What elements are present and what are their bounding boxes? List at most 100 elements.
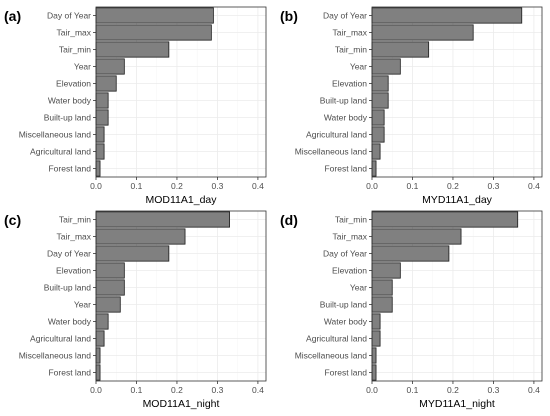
category-label: Built-up land — [44, 283, 92, 293]
category-label: Year — [350, 283, 367, 293]
category-label: Elevation — [332, 266, 367, 276]
category-label: Forest land — [324, 368, 367, 378]
plot-frame — [371, 210, 543, 382]
bar — [95, 262, 125, 279]
x-tick-label: 0.3 — [488, 181, 500, 191]
category-label: Tair_min — [59, 45, 91, 55]
bar — [95, 58, 125, 75]
panel-d: (d) 0.0 0.1 0.2 0.3 0.4 Tair_min Tair_max Day of… — [280, 210, 543, 410]
x-tick-label: 0.1 — [407, 385, 419, 395]
category-label: Agricultural land — [30, 334, 91, 344]
panel-letter: (c) — [4, 212, 21, 228]
x-tick-label: 0.4 — [252, 181, 264, 191]
bar — [371, 160, 377, 177]
category-label: Water body — [48, 96, 92, 106]
x-tick-label: 0.3 — [212, 385, 224, 395]
category-label: Day of Year — [47, 11, 91, 21]
x-tick-label: 0.3 — [212, 181, 224, 191]
x-tick-label: 0.2 — [447, 385, 459, 395]
category-label: Tair_min — [335, 45, 367, 55]
bar — [95, 313, 109, 330]
bar — [371, 24, 474, 41]
category-label: Forest land — [324, 164, 367, 174]
bar — [371, 75, 389, 92]
plot-frame — [95, 210, 267, 382]
bar — [371, 228, 462, 245]
bar — [371, 330, 381, 347]
bar — [371, 126, 385, 143]
category-label: Built-up land — [44, 113, 92, 123]
category-label: Day of Year — [47, 249, 91, 259]
x-tick-label: 0.0 — [90, 385, 102, 395]
category-label: Water body — [324, 113, 368, 123]
bar — [371, 211, 519, 228]
category-label: Elevation — [332, 79, 367, 89]
panel-letter: (d) — [280, 212, 298, 228]
panel-letter: (b) — [280, 8, 298, 24]
bar — [95, 24, 212, 41]
x-tick-label: 0.0 — [366, 181, 378, 191]
x-tick-label: 0.3 — [488, 385, 500, 395]
bar — [371, 296, 393, 313]
x-tick-label: 0.1 — [131, 181, 143, 191]
bar — [95, 211, 230, 228]
x-axis-title: MOD11A1_night — [143, 398, 220, 410]
category-label: Elevation — [56, 79, 91, 89]
x-tick-label: 0.2 — [171, 181, 183, 191]
x-tick-label: 0.2 — [447, 181, 459, 191]
category-label: Agricultural land — [30, 147, 91, 157]
category-label: Year — [74, 62, 91, 72]
x-tick-label: 0.0 — [90, 181, 102, 191]
x-tick-label: 0.4 — [528, 181, 540, 191]
bar — [371, 109, 385, 126]
x-axis-title: MYD11A1_night — [419, 398, 495, 410]
bar — [371, 143, 381, 160]
bar — [95, 364, 101, 381]
bar — [95, 109, 109, 126]
panel-letter: (a) — [4, 8, 21, 24]
panel-a: (a) 0.0 0.1 0.2 0.3 0.4 Day of Year Tair_max Tai… — [4, 6, 267, 206]
category-label: Forest land — [48, 164, 91, 174]
bar — [371, 41, 430, 58]
category-label: Tair_max — [57, 28, 92, 38]
bar — [95, 228, 186, 245]
category-label: Elevation — [56, 266, 91, 276]
x-axis-title: MOD11A1_day — [145, 194, 217, 206]
category-label: Tair_min — [59, 215, 91, 225]
bar — [371, 347, 377, 364]
category-label: Year — [74, 300, 91, 310]
bar — [95, 347, 101, 364]
x-axis-title: MYD11A1_day — [422, 194, 493, 206]
bar — [95, 160, 101, 177]
x-tick-label: 0.0 — [366, 385, 378, 395]
category-label: Tair_max — [333, 28, 368, 38]
category-label: Water body — [324, 317, 368, 327]
category-label: Day of Year — [323, 249, 367, 259]
bar — [95, 330, 105, 347]
bar — [95, 143, 105, 160]
bar — [371, 92, 389, 109]
bar — [95, 296, 121, 313]
bar — [95, 41, 170, 58]
x-tick-label: 0.1 — [131, 385, 143, 395]
category-label: Built-up land — [320, 300, 368, 310]
bar — [371, 58, 401, 75]
plot-frame — [371, 6, 543, 178]
category-label: Agricultural land — [306, 130, 367, 140]
bar — [95, 75, 117, 92]
bar — [95, 92, 109, 109]
panel-b: (b) 0.0 0.1 0.2 0.3 0.4 Day of Year Tair_max Tai… — [280, 6, 543, 206]
category-label: Tair_min — [335, 215, 367, 225]
category-label: Miscellaneous land — [19, 130, 92, 140]
category-label: Built-up land — [320, 96, 368, 106]
plot-frame — [95, 6, 267, 178]
category-label: Forest land — [48, 368, 91, 378]
category-label: Agricultural land — [306, 334, 367, 344]
panel-c: (c) 0.0 0.1 0.2 0.3 0.4 Tair_min Tair_max Day of… — [4, 210, 267, 410]
category-label: Year — [350, 62, 367, 72]
category-label: Miscellaneous land — [295, 147, 368, 157]
category-label: Water body — [48, 317, 92, 327]
x-tick-label: 0.1 — [407, 181, 419, 191]
bar — [371, 245, 450, 262]
